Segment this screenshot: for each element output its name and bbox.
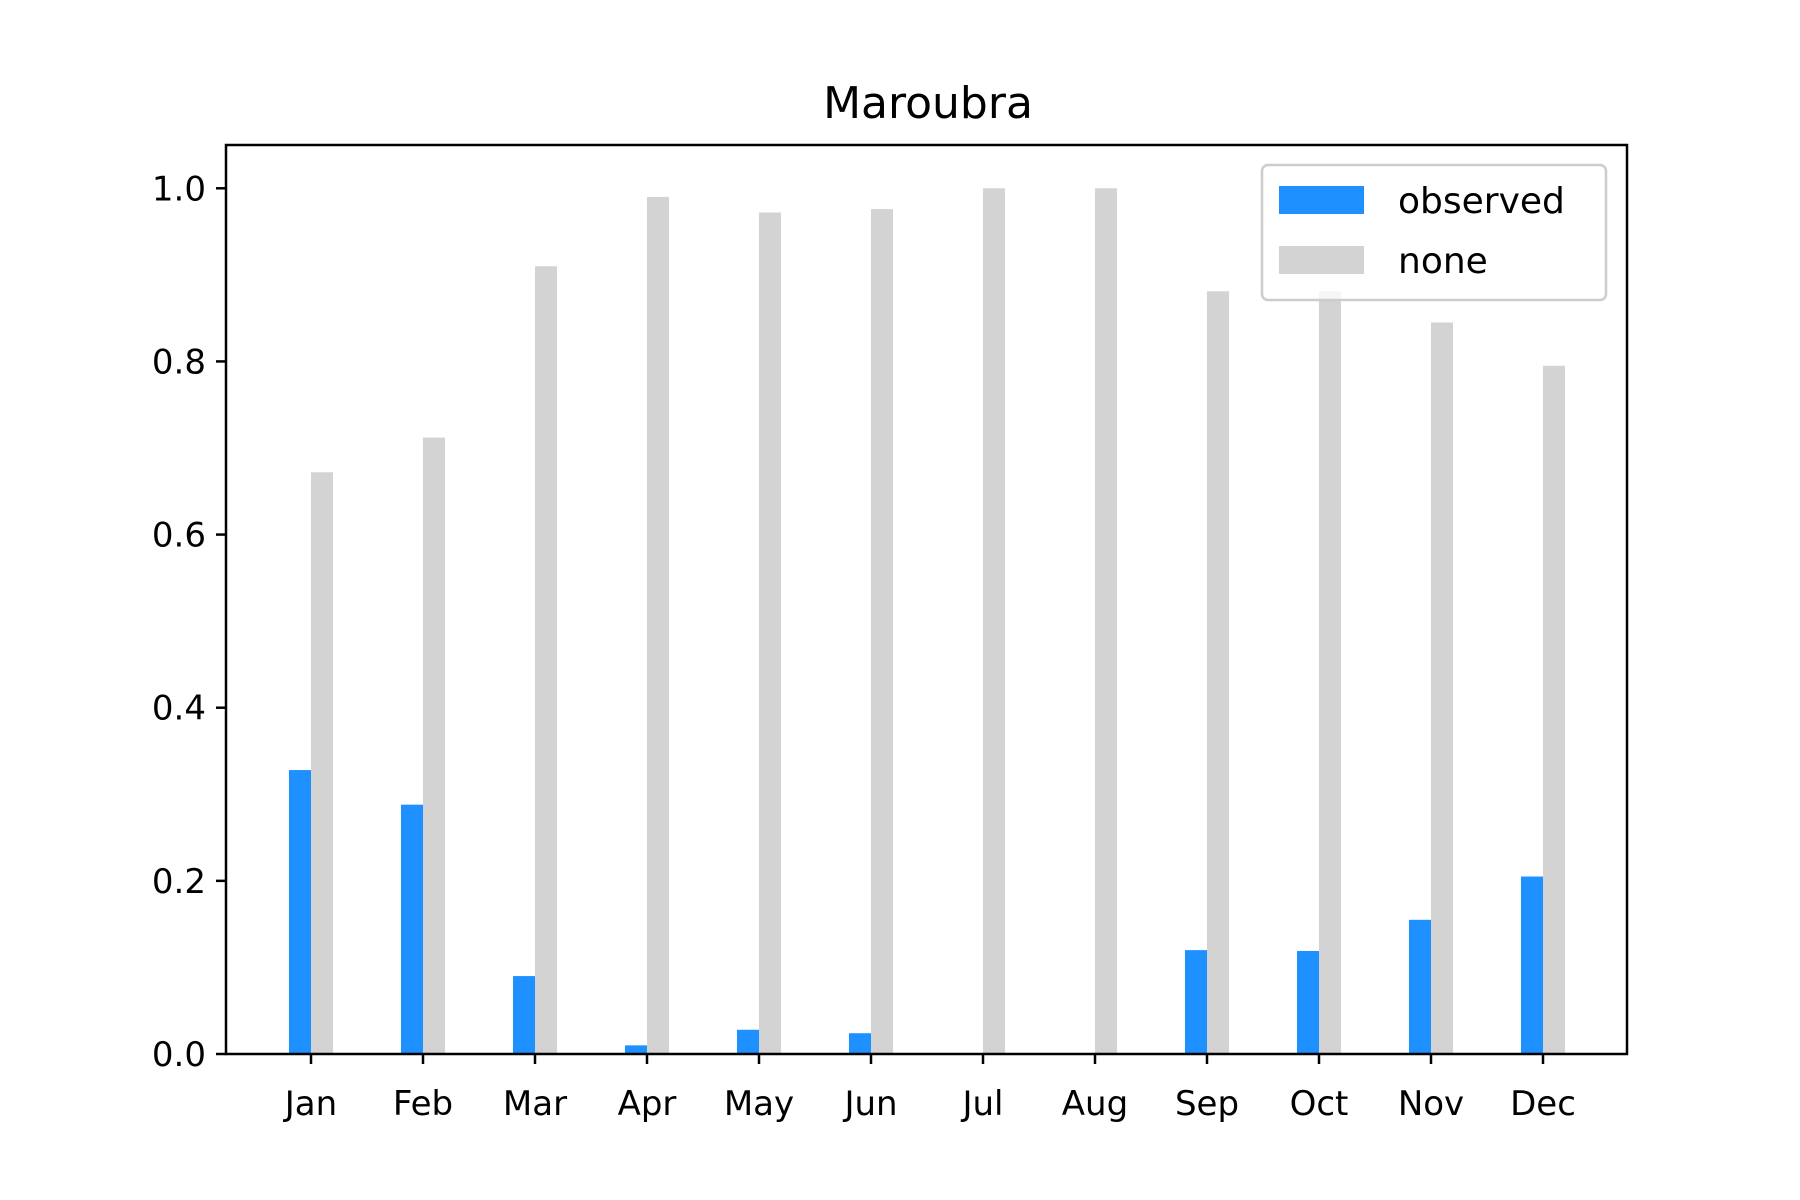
x-tick-label-nov: Nov <box>1398 1084 1464 1124</box>
y-tick-label-0-0: 0.0 <box>152 1035 206 1075</box>
bar-observed-sep <box>1185 950 1207 1054</box>
bar-none-aug <box>1095 188 1117 1055</box>
y-axis: 0.0 0.2 0.4 0.6 0.8 1.0 <box>152 169 226 1075</box>
bar-none-jul <box>983 188 1005 1055</box>
bar-observed-apr <box>625 1045 647 1054</box>
bar-none-jun <box>871 209 893 1054</box>
bar-observed-dec <box>1521 876 1543 1054</box>
plot-frame <box>224 143 1629 1056</box>
x-tick-label-jul: Jul <box>960 1084 1003 1124</box>
x-tick-label-dec: Dec <box>1510 1084 1576 1124</box>
bar-none-sep <box>1207 291 1229 1054</box>
x-axis: Jan Feb Mar Apr May Jun Jul Aug Sep Oct Nov Dec <box>283 1054 1576 1124</box>
bar-observed-may <box>737 1029 759 1054</box>
bar-none-mar <box>535 266 557 1054</box>
y-tick-label-0-8: 0.8 <box>152 342 206 382</box>
bar-none-feb <box>423 437 445 1054</box>
legend-label-observed: observed <box>1398 181 1565 222</box>
bar-observed-oct <box>1297 950 1319 1054</box>
x-tick-label-aug: Aug <box>1062 1084 1128 1124</box>
x-tick-label-sep: Sep <box>1175 1084 1239 1124</box>
bars <box>289 188 1565 1055</box>
bar-observed-feb <box>401 804 423 1054</box>
legend: observed none <box>1260 163 1608 302</box>
bar-observed-jan <box>289 770 311 1054</box>
x-tick-label-feb: Feb <box>393 1084 453 1124</box>
x-tick-label-jun: Jun <box>842 1084 897 1124</box>
x-tick-label-oct: Oct <box>1290 1084 1349 1124</box>
bar-none-oct <box>1319 291 1341 1054</box>
bar-none-may <box>759 212 781 1055</box>
y-tick-label-0-4: 0.4 <box>152 689 206 729</box>
bar-none-dec <box>1543 365 1565 1054</box>
x-tick-label-may: May <box>724 1084 794 1124</box>
bar-observed-nov <box>1409 919 1431 1054</box>
legend-swatch-observed <box>1279 186 1364 214</box>
bar-none-apr <box>647 196 669 1054</box>
bar-none-jan <box>311 472 333 1054</box>
bar-observed-jun <box>849 1033 871 1054</box>
x-tick-label-jan: Jan <box>283 1084 337 1124</box>
legend-swatch-none <box>1279 246 1364 274</box>
y-tick-label-0-6: 0.6 <box>152 516 206 556</box>
chart-title: Maroubra <box>823 78 1033 129</box>
bar-none-nov <box>1431 322 1453 1054</box>
x-tick-label-apr: Apr <box>618 1084 677 1124</box>
y-tick-label-0-2: 0.2 <box>152 862 206 902</box>
bar-observed-mar <box>513 976 535 1054</box>
x-tick-label-mar: Mar <box>503 1084 567 1124</box>
y-tick-label-1-0: 1.0 <box>152 169 206 209</box>
legend-label-none: none <box>1398 241 1488 282</box>
